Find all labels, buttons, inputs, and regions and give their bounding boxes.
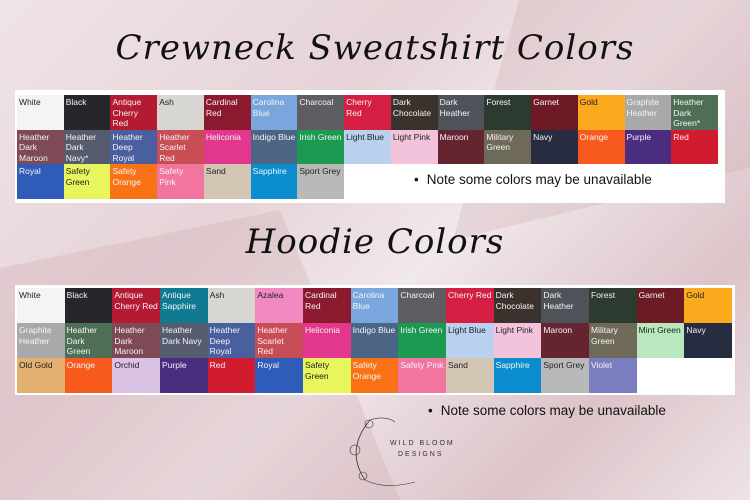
color-swatch-azalea: Azalea xyxy=(255,288,303,323)
color-swatch-orange: Orange xyxy=(64,358,113,393)
color-swatch-safety-pink: Safety Pink xyxy=(398,358,446,393)
color-swatch-navy: Navy xyxy=(684,323,732,358)
color-swatch-ash: Ash xyxy=(207,288,256,323)
color-swatch-purple: Purple xyxy=(160,358,208,393)
crewneck-note: Note some colors may be unavailable xyxy=(414,172,652,187)
color-swatch-purple: Purple xyxy=(624,129,672,165)
color-swatch-irish-green: Irish Green xyxy=(398,323,446,358)
color-swatch-red: Red xyxy=(671,129,718,165)
color-swatch-forest: Forest xyxy=(589,288,637,323)
color-swatch-safety-green: Safety Green xyxy=(63,164,111,199)
color-swatch-maroon: Maroon xyxy=(541,323,589,358)
color-swatch-heather-dark-green: Heather Dark Green xyxy=(64,323,113,358)
logo-text-line1: WILD BLOOM xyxy=(390,440,455,447)
color-swatch-heather-dark-maroon: Heather Dark Maroon xyxy=(17,129,64,165)
logo-text-line2: DESIGNS xyxy=(398,451,444,458)
color-swatch-garnet: Garnet xyxy=(531,95,578,130)
color-swatch-heather-deep-royal: Heather Deep Royal xyxy=(207,323,256,358)
color-swatch-dark-heather: Dark Heather xyxy=(437,95,485,130)
color-swatch-antique-sapphire: Antique Sapphire xyxy=(160,288,208,323)
color-swatch-light-blue: Light Blue xyxy=(344,129,391,165)
color-swatch-sand: Sand xyxy=(203,164,251,199)
color-swatch-safety-pink: Safety Pink xyxy=(157,164,204,199)
color-swatch-sapphire: Sapphire xyxy=(493,358,542,393)
color-swatch-carolina-blue: Carolina Blue xyxy=(350,288,399,323)
color-swatch-safety-orange: Safety Orange xyxy=(110,164,158,199)
color-swatch-heliconia: Heliconia xyxy=(203,129,251,165)
crewneck-title: Crewneck Sweatshirt Colors xyxy=(115,28,635,68)
color-swatch-violet: Violet xyxy=(589,358,637,393)
color-swatch-irish-green: Irish Green xyxy=(297,129,345,165)
color-swatch-cardinal-red: Cardinal Red xyxy=(303,288,351,323)
color-swatch-indigo-blue: Indigo Blue xyxy=(250,129,298,165)
color-swatch-cherry-red: Cherry Red xyxy=(446,288,494,323)
color-swatch-military-green: Military Green xyxy=(589,323,637,358)
color-swatch-forest: Forest xyxy=(484,95,532,130)
color-swatch-sport-grey: Sport Grey xyxy=(297,164,345,199)
color-swatch-safety-orange: Safety Orange xyxy=(350,358,399,393)
color-swatch-maroon: Maroon xyxy=(437,129,485,165)
floral-wreath-logo xyxy=(349,417,416,486)
color-swatch-carolina-blue: Carolina Blue xyxy=(250,95,298,130)
color-swatch-black: Black xyxy=(64,288,113,323)
color-swatch-heliconia: Heliconia xyxy=(303,323,351,358)
color-swatch-dark-chocolate: Dark Chocolate xyxy=(390,95,438,130)
hoodie-swatch-grid: White Black Antique Cherry Red Antique Sapp… xyxy=(17,288,732,393)
color-swatch-royal: Royal xyxy=(17,164,64,199)
color-swatch-antique-cherry-red: Antique Cherry Red xyxy=(110,95,158,130)
color-swatch-orchid: Orchid xyxy=(112,358,160,393)
color-swatch-charcoal: Charcoal xyxy=(297,95,345,130)
color-swatch-graphite-heather: Graphite Heather xyxy=(624,95,672,130)
hoodie-note: Note some colors may be unavailable xyxy=(428,403,666,418)
color-swatch-cardinal-red: Cardinal Red xyxy=(203,95,251,130)
color-swatch-light-pink: Light Pink xyxy=(493,323,542,358)
color-swatch-military-green: Military Green xyxy=(484,129,532,165)
color-swatch-garnet: Garnet xyxy=(636,288,685,323)
color-swatch-gold: Gold xyxy=(577,95,625,130)
color-swatch-indigo-blue: Indigo Blue xyxy=(350,323,399,358)
color-swatch-sport-grey: Sport Grey xyxy=(541,358,589,393)
color-swatch-orange: Orange xyxy=(577,129,625,165)
color-swatch-safety-green: Safety Green xyxy=(303,358,351,393)
color-swatch-light-blue: Light Blue xyxy=(446,323,494,358)
color-swatch-graphite-heather: Graphite Heather xyxy=(17,323,65,358)
color-swatch-sand: Sand xyxy=(446,358,494,393)
color-swatch-black: Black xyxy=(63,95,111,130)
color-swatch-sapphire: Sapphire xyxy=(250,164,298,199)
color-swatch-red: Red xyxy=(207,358,256,393)
color-swatch-heather-deep-royal: Heather Deep Royal xyxy=(110,129,158,165)
color-swatch-old-gold: Old Gold xyxy=(17,358,65,393)
color-swatch-heather-scarlet-red: Heather Scarlet Red xyxy=(157,129,204,165)
color-swatch-dark-heather: Dark Heather xyxy=(541,288,589,323)
crewneck-swatch-grid: White Black Antique Cherry Red Ash Cardinal … xyxy=(17,95,718,199)
color-swatch-heather-dark-maroon: Heather Dark Maroon xyxy=(112,323,160,358)
color-swatch-heather-dark-green: Heather Dark Green* xyxy=(671,95,718,130)
color-swatch-antique-cherry-red: Antique Cherry Red xyxy=(112,288,160,323)
color-swatch-heather-dark-navy: Heather Dark Navy xyxy=(160,323,208,358)
color-swatch-gold: Gold xyxy=(684,288,732,323)
color-swatch-white: White xyxy=(17,288,65,323)
color-swatch-navy: Navy xyxy=(531,129,578,165)
color-swatch-heather-scarlet-red: Heather Scarlet Red xyxy=(255,323,303,358)
color-swatch-dark-chocolate: Dark Chocolate xyxy=(493,288,542,323)
color-swatch-white: White xyxy=(17,95,64,130)
color-swatch-charcoal: Charcoal xyxy=(398,288,446,323)
color-swatch-royal: Royal xyxy=(255,358,303,393)
color-swatch-cherry-red: Cherry Red xyxy=(344,95,391,130)
color-swatch-heather-dark-navy: Heather Dark Navy* xyxy=(63,129,111,165)
color-swatch-light-pink: Light Pink xyxy=(390,129,438,165)
color-swatch-mint-green: Mint Green xyxy=(636,323,685,358)
color-swatch-ash: Ash xyxy=(157,95,204,130)
hoodie-title: Hoodie Colors xyxy=(245,222,505,262)
